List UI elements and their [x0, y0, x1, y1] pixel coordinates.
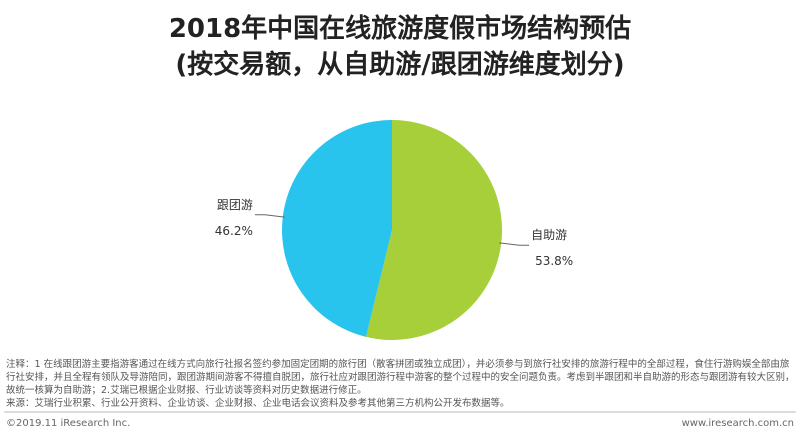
- chart-subtitle: (按交易额，从自助游/跟团游维度划分): [175, 50, 625, 80]
- website: www.iresearch.com.cn: [681, 418, 794, 429]
- source: 来源：艾瑞行业积累、行业公开资料、企业访谈、企业财报、企业电话会议资料及参考其他…: [6, 398, 510, 409]
- slice-label: 跟团游: [217, 198, 253, 212]
- footnote: 注释：1 在线跟团游主要指游客通过在线方式向旅行社报名签约参加固定团期的旅行团（…: [6, 359, 795, 396]
- slice-label: 自助游: [531, 228, 567, 242]
- leader-line: [254, 214, 285, 218]
- leader-line: [499, 242, 530, 246]
- chart-title: 2018年中国在线旅游度假市场结构预估: [168, 14, 632, 44]
- pie-slice: [281, 120, 392, 337]
- copyright: ©2019.11 iResearch Inc.: [6, 418, 131, 429]
- slice-value-label: 46.2%: [215, 224, 253, 238]
- pie-slice: [365, 120, 502, 340]
- slice-value-label: 53.8%: [535, 254, 573, 268]
